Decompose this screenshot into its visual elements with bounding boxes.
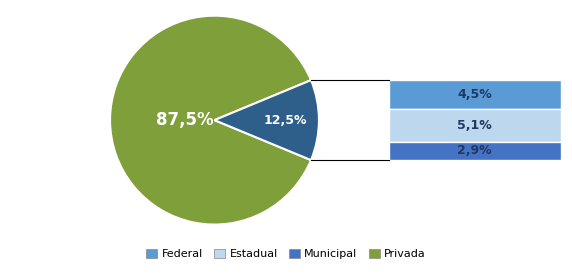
Text: 87,5%: 87,5% bbox=[156, 111, 214, 129]
Text: 2,9%: 2,9% bbox=[458, 144, 492, 157]
Bar bbox=[389, 141, 561, 160]
Legend: Federal, Estadual, Municipal, Privada: Federal, Estadual, Municipal, Privada bbox=[146, 249, 426, 259]
Text: 12,5%: 12,5% bbox=[264, 114, 307, 127]
Text: 4,5%: 4,5% bbox=[458, 88, 492, 101]
Text: 5,1%: 5,1% bbox=[458, 119, 492, 132]
Bar bbox=[389, 80, 561, 109]
Bar bbox=[389, 109, 561, 141]
Wedge shape bbox=[110, 16, 311, 225]
Wedge shape bbox=[214, 80, 319, 160]
